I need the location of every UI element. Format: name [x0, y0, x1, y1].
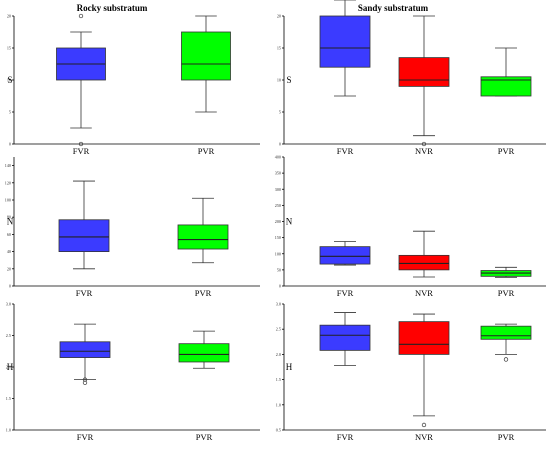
sandy-H-NVR-box [398, 321, 450, 355]
rocky-N-ytick-label: 140 [5, 163, 11, 168]
rocky-N-ylabel: N [7, 217, 14, 227]
rocky-S-ytick-label: 15 [7, 46, 11, 51]
rocky-S-PVR-xlabel: PVR [198, 146, 215, 156]
sandy-H-NVR-xlabel: NVR [415, 432, 433, 442]
sandy-H-PVR-xlabel: PVR [498, 432, 515, 442]
rocky-H-ylabel: H [7, 362, 14, 372]
rocky-S-ytick-label: 20 [7, 14, 11, 19]
sandy-S-panel: 0 5 10 15 20 S FVR NVR PVR [277, 0, 546, 156]
rocky-N-FVR-box [58, 219, 110, 252]
sandy-H-ytick-label: 1.0 [276, 402, 281, 407]
rocky-H-FVR-outlier [82, 377, 88, 382]
sandy-S-ytick-label: 15 [277, 46, 281, 51]
sandy-N-ytick-label: 150 [275, 235, 281, 240]
rocky-N-ytick-label: 120 [5, 180, 11, 185]
sandy-N-PVR-xlabel: PVR [498, 288, 515, 298]
rocky-N-ytick-label: 100 [5, 198, 11, 203]
sandy-H-PVR-box [480, 325, 532, 340]
sandy-S-NVR-box [398, 57, 450, 87]
sandy-S-PVR-xlabel: PVR [498, 146, 515, 156]
sandy-S-NVR-outlier [421, 141, 427, 147]
rocky-H-FVR-box [59, 341, 111, 358]
rocky-N-FVR-xlabel: FVR [76, 288, 93, 298]
sandy-N-panel: 0 50 100 150 200 250 300 350 400 N FVR NVR PVR [275, 155, 546, 298]
sandy-S-ylabel: S [286, 75, 291, 85]
sandy-H-ytick-label: 2.5 [276, 327, 281, 332]
sandy-S-ytick-label: 10 [277, 78, 281, 83]
sandy-N-NVR-xlabel: NVR [415, 288, 433, 298]
sandy-H-ytick-label: 1.5 [276, 377, 281, 382]
sandy-N-ytick-label: 400 [275, 155, 281, 160]
sandy-H-ylabel: H [286, 362, 293, 372]
rocky-N-axis [13, 157, 260, 287]
rocky-S-ylabel: S [7, 75, 12, 85]
rocky-H-ytick-label: 2.0 [6, 365, 11, 370]
sandy-H-ytick-label: 2.0 [276, 352, 281, 357]
sandy-S-ytick-label: 5 [279, 110, 281, 115]
rocky-H-ytick-label: 3.0 [6, 302, 11, 307]
sandy-S-ytick-label: 0 [279, 142, 281, 147]
rocky-H-PVR-xlabel: PVR [196, 432, 213, 442]
sandy-N-ytick-label: 200 [275, 219, 281, 224]
sandy-H-NVR-outlier [421, 422, 427, 428]
sandy-H-ytick-label: 0.5 [276, 428, 281, 433]
rocky-S-ytick-label: 10 [7, 78, 11, 83]
sandy-H-FVR-box [319, 324, 371, 351]
rocky-S-panel: 0 5 10 15 20 S FVR PVR [7, 13, 260, 156]
rocky-H-PVR-box [178, 343, 230, 363]
sandy-S-ytick-label: 20 [277, 14, 281, 19]
rocky-N-ytick-label: 40 [7, 249, 11, 254]
right-panel-title: Sandy substratum [358, 3, 429, 13]
rocky-H-FVR-outlier [82, 380, 88, 385]
rocky-S-PVR-box [181, 31, 231, 81]
rocky-N-ytick-label: 20 [7, 266, 11, 271]
sandy-N-ytick-label: 0 [279, 284, 281, 289]
sandy-N-FVR-xlabel: FVR [337, 288, 354, 298]
sandy-H-panel: 0.5 1.0 1.5 2.0 2.5 3.0 H FVR NVR PVR [276, 302, 546, 442]
rocky-H-FVR-xlabel: FVR [77, 432, 94, 442]
left-panel-title: Rocky substratum [77, 3, 148, 13]
sandy-N-ylabel: N [286, 217, 293, 227]
sandy-N-ytick-label: 100 [275, 251, 281, 256]
rocky-H-axis [13, 304, 260, 431]
sandy-S-FVR-box [319, 15, 371, 68]
sandy-H-ytick-label: 3.0 [276, 302, 281, 307]
sandy-N-ytick-label: 50 [277, 267, 281, 272]
sandy-N-ytick-label: 350 [275, 171, 281, 176]
sandy-N-FVR-box [319, 246, 371, 265]
rocky-S-FVR-outlier [78, 141, 84, 147]
rocky-N-PVR-box [177, 224, 229, 250]
rocky-N-panel: 0 20 40 60 80 100 120 140 N FVR PVR [5, 157, 260, 298]
sandy-N-ytick-label: 300 [275, 187, 281, 192]
rocky-S-FVR-xlabel: FVR [73, 146, 90, 156]
rocky-N-PVR-xlabel: PVR [195, 288, 212, 298]
sandy-S-FVR-xlabel: FVR [337, 146, 354, 156]
rocky-H-ytick-label: 1.0 [6, 428, 11, 433]
sandy-H-FVR-xlabel: FVR [337, 432, 354, 442]
rocky-N-ytick-label: 80 [7, 215, 11, 220]
rocky-N-ytick-label: 0 [9, 284, 11, 289]
rocky-N-ytick-label: 60 [7, 232, 11, 237]
sandy-N-ytick-label: 250 [275, 203, 281, 208]
sandy-S-NVR-xlabel: NVR [415, 146, 433, 156]
sandy-N-NVR-box [398, 254, 450, 271]
sandy-H-PVR-outlier [503, 357, 509, 362]
sandy-S-PVR-box [480, 76, 532, 97]
rocky-S-ytick-label: 5 [9, 110, 11, 115]
rocky-H-ytick-label: 2.5 [6, 333, 11, 338]
rocky-H-panel: 1.0 1.5 2.0 2.5 3.0 H FVR PVR [6, 302, 260, 442]
rocky-S-ytick-label: 0 [9, 142, 11, 147]
rocky-S-FVR-outlier [78, 13, 84, 19]
rocky-H-ytick-label: 1.5 [6, 396, 11, 401]
